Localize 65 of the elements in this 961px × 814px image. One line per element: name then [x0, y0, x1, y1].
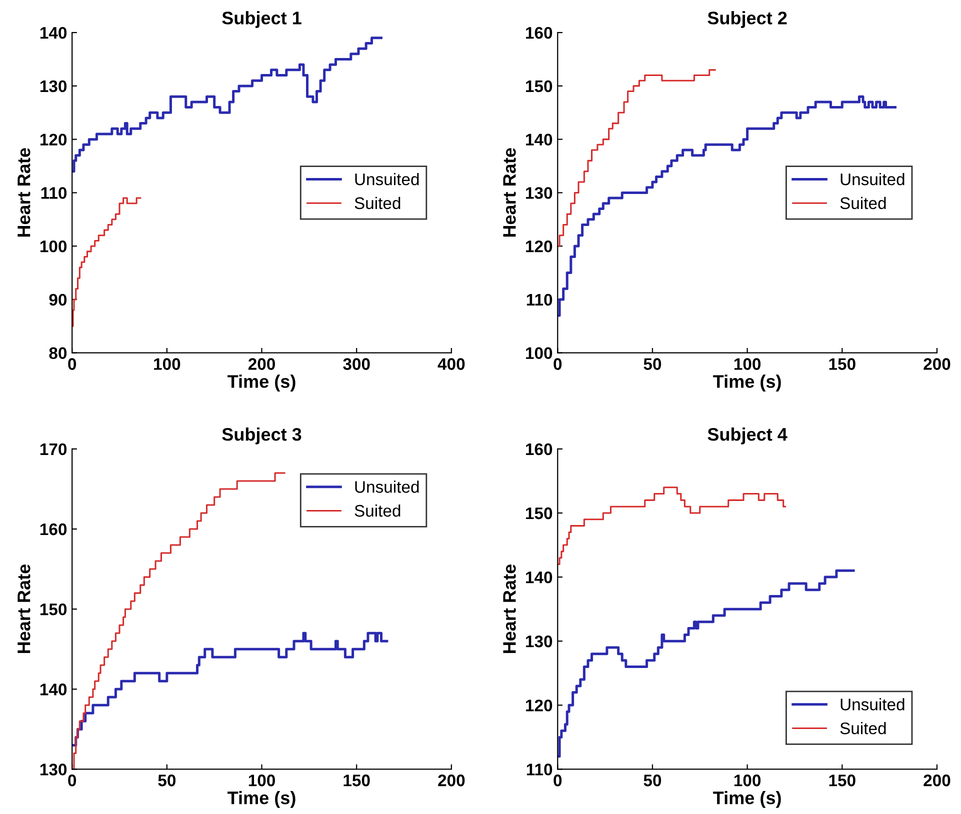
y-tick-label: 120 — [526, 700, 552, 712]
y-tick-label: 140 — [526, 571, 552, 584]
y-axis-title: Heart Rate — [503, 148, 516, 237]
x-tick-label: 0 — [554, 774, 562, 786]
x-tick-label: 200 — [248, 358, 275, 370]
y-tick-label: 140 — [40, 684, 67, 696]
y-tick-label: 130 — [40, 764, 67, 776]
y-tick-label: 120 — [526, 240, 552, 252]
y-tick-label: 110 — [526, 294, 552, 306]
legend-label: Suited — [354, 504, 400, 517]
y-axis-title: Heart Rate — [18, 564, 30, 654]
y-tick-label: 110 — [526, 764, 552, 776]
x-tick-label: 200 — [924, 358, 950, 370]
legend-label: Unsuited — [355, 480, 419, 493]
x-axis-title: Time (s) — [227, 791, 296, 808]
legend-label: Unsuited — [355, 173, 419, 186]
x-tick-label: 50 — [644, 774, 662, 786]
x-tick-label: 200 — [924, 774, 950, 786]
x-tick-label: 150 — [344, 774, 370, 786]
x-tick-label: 200 — [438, 774, 465, 786]
y-tick-label: 130 — [40, 80, 67, 92]
chart-title: Subject 4 — [708, 428, 788, 444]
y-tick-label: 110 — [41, 187, 67, 199]
legend-label: Unsuited — [840, 698, 904, 710]
x-tick-label: 300 — [343, 358, 370, 370]
y-tick-label: 160 — [526, 26, 552, 39]
x-tick-label: 400 — [438, 358, 465, 370]
legend-label: Suited — [840, 722, 886, 734]
y-axis-title: Heart Rate — [18, 148, 30, 237]
legend-label: Suited — [354, 196, 400, 210]
x-axis-title: Time (s) — [227, 374, 296, 392]
x-axis-title: Time (s) — [713, 374, 781, 392]
x-tick-label: 100 — [734, 358, 761, 370]
x-tick-label: 50 — [644, 358, 662, 370]
chart-title: Subject 3 — [222, 428, 302, 444]
chart-title: Subject 2 — [708, 11, 787, 28]
x-axis-title: Time (s) — [713, 791, 781, 808]
x-tick-label: 0 — [68, 774, 76, 786]
x-tick-label: 0 — [68, 358, 76, 370]
x-tick-label: 50 — [158, 774, 176, 786]
y-tick-label: 80 — [49, 347, 67, 360]
x-tick-label: 0 — [554, 358, 562, 370]
x-tick-label: 100 — [248, 774, 275, 786]
chart-title: Subject 1 — [222, 11, 302, 28]
y-tick-label: 130 — [526, 187, 552, 199]
y-tick-label: 170 — [40, 443, 67, 456]
y-tick-label: 150 — [526, 80, 552, 92]
y-tick-label: 120 — [40, 134, 67, 146]
x-tick-label: 150 — [829, 774, 856, 786]
x-tick-label: 100 — [734, 774, 761, 786]
x-tick-label: 100 — [154, 358, 180, 370]
legend-label: Unsuited — [840, 173, 904, 186]
y-tick-label: 160 — [526, 443, 552, 456]
y-tick-label: 90 — [49, 294, 67, 306]
y-axis-title: Heart Rate — [503, 564, 516, 654]
y-tick-label: 150 — [526, 507, 552, 520]
y-tick-label: 140 — [526, 134, 552, 146]
y-tick-label: 100 — [40, 240, 67, 252]
y-tick-label: 140 — [40, 26, 67, 39]
y-tick-label: 130 — [526, 636, 552, 648]
x-tick-label: 150 — [829, 358, 856, 370]
y-tick-label: 160 — [40, 523, 67, 536]
legend-label: Suited — [840, 196, 886, 210]
y-tick-label: 150 — [40, 603, 67, 616]
y-tick-label: 100 — [526, 347, 552, 360]
